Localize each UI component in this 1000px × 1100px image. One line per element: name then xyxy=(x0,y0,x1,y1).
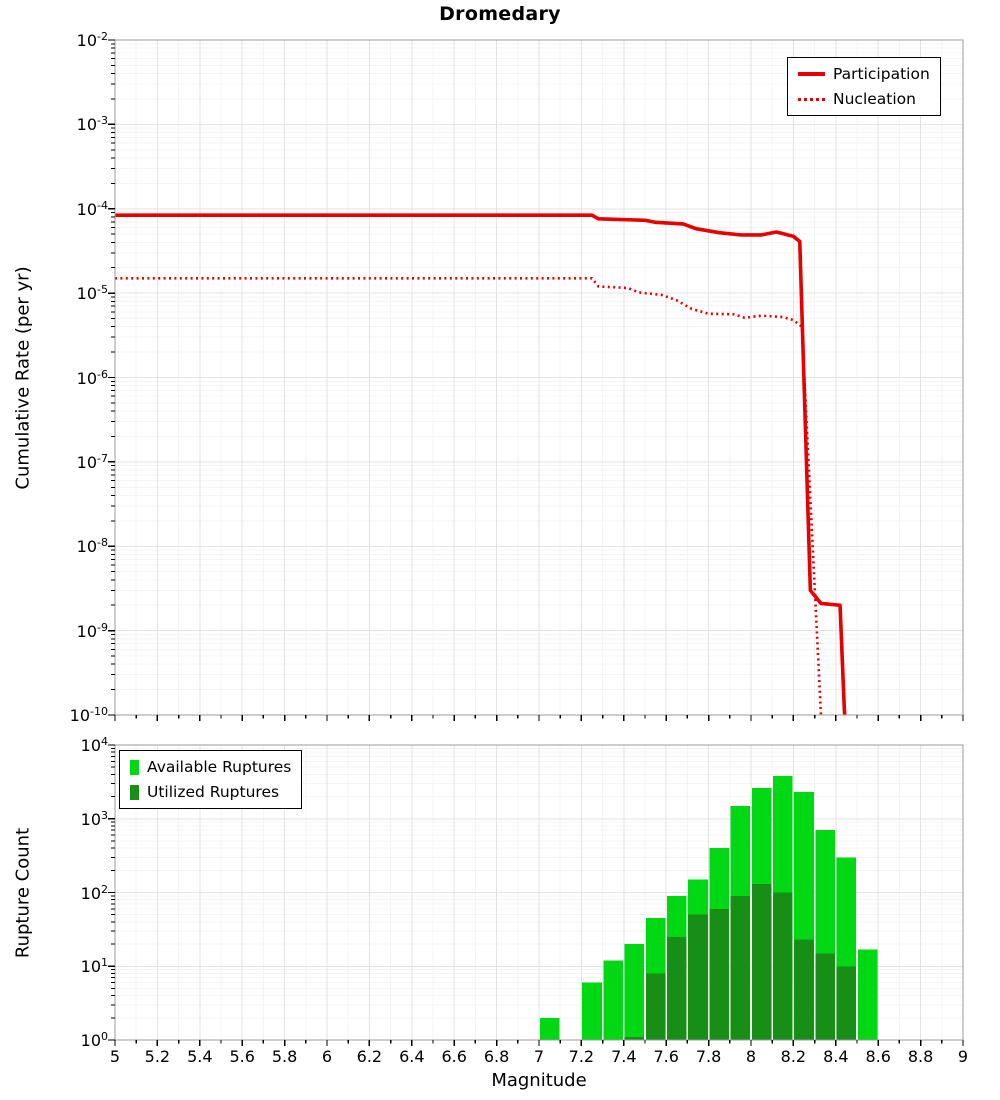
utilized-bar xyxy=(667,936,687,1040)
available-bar xyxy=(582,982,602,1040)
utilized-bar xyxy=(709,908,729,1040)
available-swatch xyxy=(130,759,139,775)
x-tick-label: 8 xyxy=(745,1047,757,1066)
x-tick-label: 8.2 xyxy=(780,1047,807,1066)
participation-line-swatch xyxy=(798,72,825,76)
x-tick-label: 6.4 xyxy=(399,1047,425,1066)
utilized-bar xyxy=(624,1037,645,1040)
rate-y-tick-label: 10-6 xyxy=(76,367,108,388)
x-tick-label: 8.8 xyxy=(907,1047,934,1066)
count-y-tick-label: 102 xyxy=(80,882,108,903)
participation-line xyxy=(115,213,847,715)
x-tick-label: 5 xyxy=(109,1047,121,1066)
x-tick-label: 5.6 xyxy=(229,1047,255,1066)
utilized-bar xyxy=(815,953,835,1040)
x-tick-label: 6.8 xyxy=(483,1047,510,1066)
x-tick-label: 7.2 xyxy=(568,1047,595,1066)
x-tick-label: 8.6 xyxy=(865,1047,891,1066)
x-tick-label: 6 xyxy=(321,1047,333,1066)
available-bar xyxy=(624,944,645,1040)
nucleation-legend-label: Nucleation xyxy=(833,90,916,108)
legend-item-nucleation: Nucleation xyxy=(798,90,930,108)
rupture-bars xyxy=(539,775,878,1040)
rate-y-tick-label: 10-7 xyxy=(76,451,108,473)
x-tick-label: 5.4 xyxy=(187,1047,213,1066)
rate-y-tick-label: 10-4 xyxy=(76,198,108,219)
count-y-tick-label: 103 xyxy=(80,808,108,829)
axis-ticks xyxy=(108,39,964,1046)
nucleation-line xyxy=(115,276,823,715)
legend-item-utilized: Utilized Ruptures xyxy=(130,783,291,801)
x-tick-label: 7 xyxy=(533,1047,545,1066)
x-tick-label: 7.4 xyxy=(611,1047,637,1066)
x-tick-label: 5.8 xyxy=(271,1047,298,1066)
count-y-tick-label: 100 xyxy=(80,1029,108,1051)
x-tick-label: 8.4 xyxy=(823,1047,849,1066)
magnitude-axis-label: Magnitude xyxy=(491,1070,587,1091)
utilized-swatch xyxy=(130,784,139,800)
count-y-tick-label: 101 xyxy=(80,956,108,977)
utilized-bar xyxy=(794,939,814,1040)
utilized-bar xyxy=(836,966,857,1040)
utilized-bar xyxy=(645,973,666,1040)
nucleation-line-swatch xyxy=(798,97,825,101)
utilized-bar xyxy=(730,895,751,1040)
x-tick-label: 6.6 xyxy=(441,1047,467,1066)
legend-item-available: Available Ruptures xyxy=(130,758,291,776)
available-bar xyxy=(603,960,623,1040)
x-tick-label: 7.6 xyxy=(653,1047,679,1066)
x-tick-label: 7.8 xyxy=(695,1047,722,1066)
available-bar xyxy=(539,1017,560,1040)
rate-y-tick-label: 10-9 xyxy=(76,620,108,641)
rate-y-tick-label: 10-8 xyxy=(76,536,108,557)
utilized-bar xyxy=(773,892,793,1040)
rate-y-tick-label: 10-3 xyxy=(76,114,108,135)
participation-legend-label: Participation xyxy=(833,65,930,83)
x-tick-label: 6.2 xyxy=(356,1047,383,1066)
bar-legend: Available Ruptures Utilized Ruptures xyxy=(119,750,303,809)
legend-item-participation: Participation xyxy=(798,65,930,83)
rate-y-tick-label: 10-5 xyxy=(76,282,108,304)
utilized-legend-label: Utilized Ruptures xyxy=(147,783,280,801)
rate-y-tick-label: 10-10 xyxy=(69,704,108,726)
rate-y-tick-label: 10-2 xyxy=(76,29,108,51)
utilized-bar xyxy=(688,914,708,1040)
x-tick-label: 5.2 xyxy=(144,1047,171,1066)
utilized-bar xyxy=(751,884,772,1040)
x-tick-label: 9 xyxy=(957,1047,969,1066)
count-y-tick-label: 104 xyxy=(80,734,108,756)
available-legend-label: Available Ruptures xyxy=(147,758,292,776)
chart-title: Dromedary xyxy=(439,3,561,25)
gridlines xyxy=(114,39,964,1041)
available-bar xyxy=(857,949,878,1040)
rate-legend: Participation Nucleation xyxy=(787,57,941,116)
